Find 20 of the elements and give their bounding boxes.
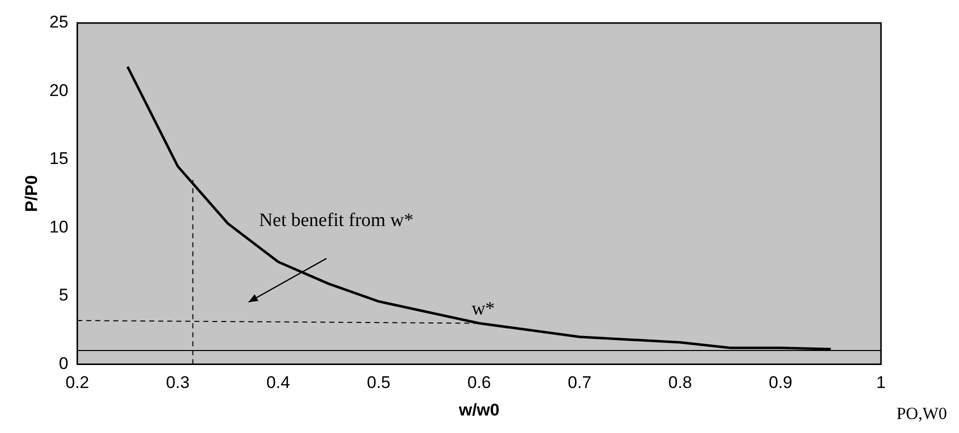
annotation: Net benefit from w* [258,210,414,231]
x-tick-label: 0.3 [166,373,190,392]
y-tick-label: 10 [49,217,68,236]
x-tick-label: 0.6 [467,373,491,392]
y-tick-label: 15 [49,149,68,168]
x-tick-label: 0.8 [668,373,692,392]
x-tick-label: 0.2 [65,373,90,392]
x-tick-label: 1 [876,373,886,392]
y-tick-label: 20 [49,80,68,100]
text: PO,W0 [896,404,947,424]
y-tick-label: 25 [49,12,68,32]
x-tick-label: 0.9 [768,373,792,392]
x-tick-label: 0.7 [568,373,592,392]
annotation: w* [472,298,495,320]
y-tick-label: 5 [58,286,68,305]
x-tick-label: 0.4 [266,373,290,392]
x-axis-title: w/w0 [458,400,500,420]
y-tick-label: 0 [58,354,68,373]
x-tick-label: 0.5 [366,373,391,392]
y-axis-title: P/P0 [22,175,41,212]
